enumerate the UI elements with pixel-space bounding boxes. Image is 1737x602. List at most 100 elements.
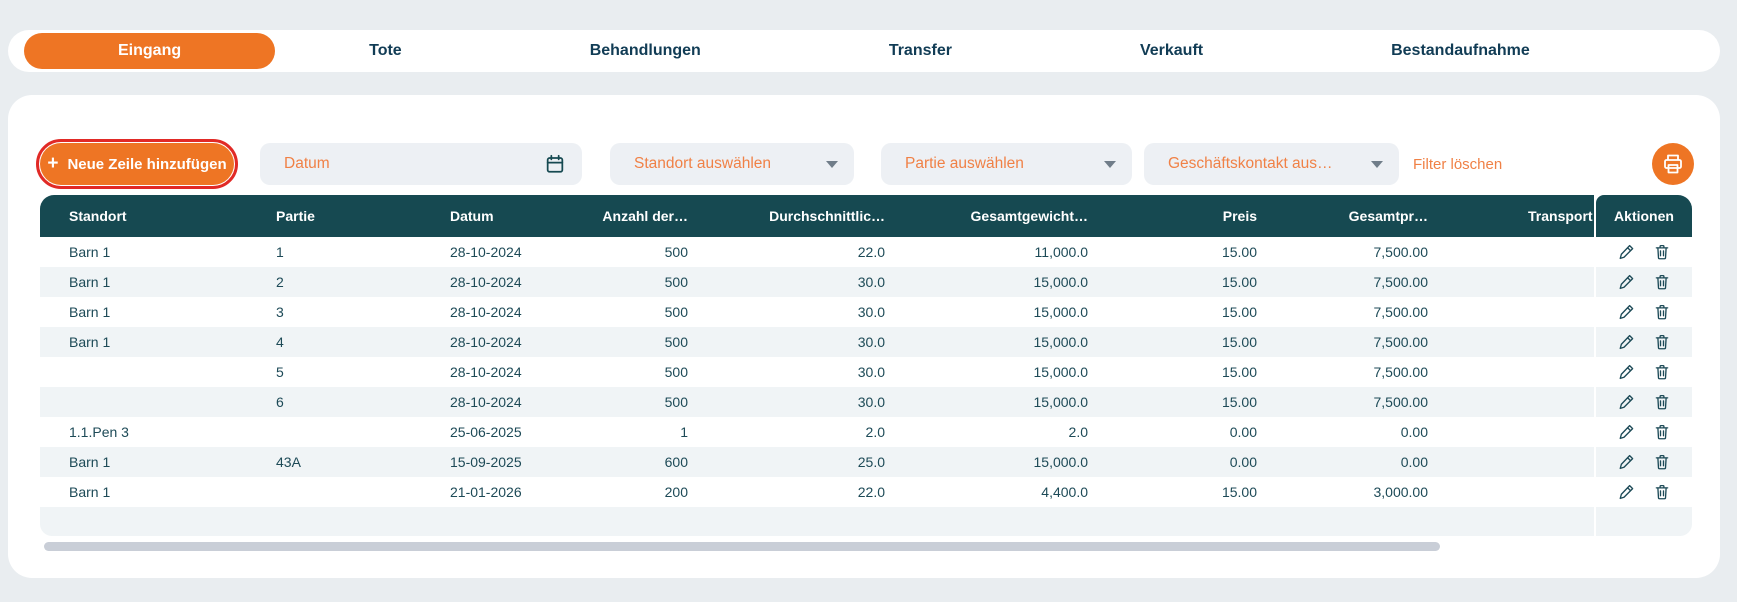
tab-bestandaufnahme[interactable]: Bestandaufnahme	[1297, 33, 1624, 69]
edit-row-button[interactable]	[1617, 332, 1637, 352]
tab-label: Tote	[369, 42, 402, 59]
delete-row-button[interactable]	[1652, 272, 1672, 292]
table-header-row: Standort Partie Datum Anzahl der… Durchs…	[40, 195, 1594, 237]
tab-label: Bestandaufnahme	[1391, 42, 1530, 59]
cell-gesamtpreis: 7,500.00	[1373, 244, 1429, 260]
table-row: Barn 1 4 28-10-2024 500 30.0 15,000.0 15…	[40, 327, 1594, 357]
cell-preis: 0.00	[1229, 424, 1257, 440]
edit-row-button[interactable]	[1617, 302, 1637, 322]
tab-label: Transfer	[888, 42, 952, 59]
cell-gesamtgewicht: 15,000.0	[1033, 394, 1089, 410]
cell-gesamtpreis: 7,500.00	[1373, 334, 1429, 350]
print-button[interactable]	[1652, 143, 1694, 185]
pencil-icon	[1618, 333, 1636, 351]
table-row: Barn 1 3 28-10-2024 500 30.0 15,000.0 15…	[40, 297, 1594, 327]
tab-transfer[interactable]: Transfer	[795, 33, 1046, 69]
cell-anzahl: 500	[664, 274, 688, 290]
batch-filter-select[interactable]: Partie auswählen	[881, 143, 1132, 185]
cell-transport	[1440, 327, 1594, 357]
actions-column: Aktionen	[1594, 195, 1692, 536]
cell-durchschnitt: 2.0	[865, 424, 885, 440]
cell-durchschnitt: 22.0	[857, 484, 885, 500]
row-actions	[1596, 327, 1692, 357]
cell-transport	[1440, 297, 1594, 327]
batch-placeholder: Partie auswählen	[905, 155, 1024, 172]
cell-datum: 25-06-2025	[450, 424, 522, 440]
edit-row-button[interactable]	[1617, 272, 1637, 292]
pencil-icon	[1618, 273, 1636, 291]
cell-gesamtpreis: 7,500.00	[1373, 364, 1429, 380]
horizontal-scrollbar-thumb[interactable]	[44, 542, 1440, 551]
tab-eingang[interactable]: Eingang	[24, 33, 276, 69]
table-row: 6 28-10-2024 500 30.0 15,000.0 15.00 7,5…	[40, 387, 1594, 417]
edit-row-button[interactable]	[1617, 242, 1637, 262]
pencil-icon	[1618, 393, 1636, 411]
delete-row-button[interactable]	[1652, 332, 1672, 352]
cell-preis: 15.00	[1221, 484, 1257, 500]
table-row: Barn 1 21-01-2026 200 22.0 4,400.0 15.00…	[40, 477, 1594, 507]
clear-filters-link[interactable]: Filter löschen	[1413, 155, 1503, 173]
cell-transport	[1440, 237, 1594, 267]
edit-row-button[interactable]	[1617, 362, 1637, 382]
table-row: 1.1.Pen 3 25-06-2025 1 2.0 2.0 0.00 0.00	[40, 417, 1594, 447]
cell-durchschnitt: 25.0	[857, 454, 885, 470]
location-placeholder: Standort auswählen	[634, 155, 772, 172]
delete-row-button[interactable]	[1652, 422, 1672, 442]
delete-row-button[interactable]	[1652, 392, 1672, 412]
edit-row-button[interactable]	[1617, 482, 1637, 502]
date-filter-input[interactable]: Datum	[260, 143, 582, 185]
cell-datum: 28-10-2024	[450, 394, 522, 410]
location-filter-select[interactable]: Standort auswählen	[610, 143, 854, 185]
date-placeholder: Datum	[284, 155, 330, 172]
cell-gesamtgewicht: 15,000.0	[1033, 454, 1089, 470]
column-header-durchschnitt: Durchschnittlic…	[769, 208, 885, 224]
delete-row-button[interactable]	[1652, 242, 1672, 262]
trash-icon	[1653, 243, 1671, 261]
cell-preis: 15.00	[1221, 394, 1257, 410]
row-actions	[1596, 297, 1692, 327]
add-row-button[interactable]: + Neue Zeile hinzufügen	[36, 139, 238, 189]
cell-datum: 21-01-2026	[450, 484, 522, 500]
cell-anzahl: 200	[664, 484, 688, 500]
filter-toolbar: + Neue Zeile hinzufügen Datum Standort a…	[36, 139, 1694, 189]
cell-partie: 6	[276, 394, 284, 410]
trash-icon	[1653, 393, 1671, 411]
cell-preis: 15.00	[1221, 244, 1257, 260]
column-header-aktionen: Aktionen	[1596, 195, 1692, 237]
cell-partie: 43A	[276, 454, 301, 470]
trash-icon	[1653, 423, 1671, 441]
cell-durchschnitt: 30.0	[857, 334, 885, 350]
cell-partie: 2	[276, 274, 284, 290]
delete-row-button[interactable]	[1652, 362, 1672, 382]
edit-row-button[interactable]	[1617, 392, 1637, 412]
pencil-icon	[1618, 483, 1636, 501]
edit-row-button[interactable]	[1617, 422, 1637, 442]
cell-standort: Barn 1	[69, 244, 111, 260]
column-header-datum: Datum	[450, 208, 494, 224]
tab-verkauft[interactable]: Verkauft	[1046, 33, 1297, 69]
delete-row-button[interactable]	[1652, 482, 1672, 502]
cell-gesamtgewicht: 15,000.0	[1033, 364, 1089, 380]
tab-behandlungen[interactable]: Behandlungen	[496, 33, 795, 69]
column-header-anzahl: Anzahl der…	[602, 208, 688, 224]
column-header-transport: Transport	[1528, 208, 1593, 224]
cell-anzahl: 500	[664, 334, 688, 350]
table-scroll-area: Standort Partie Datum Anzahl der… Durchs…	[40, 195, 1594, 536]
delete-row-button[interactable]	[1652, 302, 1672, 322]
cell-standort: 1.1.Pen 3	[69, 424, 129, 440]
tab-tote[interactable]: Tote	[275, 33, 496, 69]
cell-durchschnitt: 30.0	[857, 274, 885, 290]
cell-preis: 15.00	[1221, 274, 1257, 290]
row-actions	[1596, 237, 1692, 267]
main-panel: + Neue Zeile hinzufügen Datum Standort a…	[8, 95, 1720, 578]
cell-durchschnitt: 30.0	[857, 364, 885, 380]
cell-gesamtpreis: 0.00	[1400, 424, 1428, 440]
cell-partie: 3	[276, 304, 284, 320]
printer-icon	[1661, 152, 1685, 176]
cell-durchschnitt: 30.0	[857, 394, 885, 410]
edit-row-button[interactable]	[1617, 452, 1637, 472]
contact-filter-select[interactable]: Geschäftskontakt aus…	[1144, 143, 1399, 185]
chevron-down-icon	[1371, 160, 1383, 168]
cell-transport	[1440, 447, 1594, 477]
delete-row-button[interactable]	[1652, 452, 1672, 472]
